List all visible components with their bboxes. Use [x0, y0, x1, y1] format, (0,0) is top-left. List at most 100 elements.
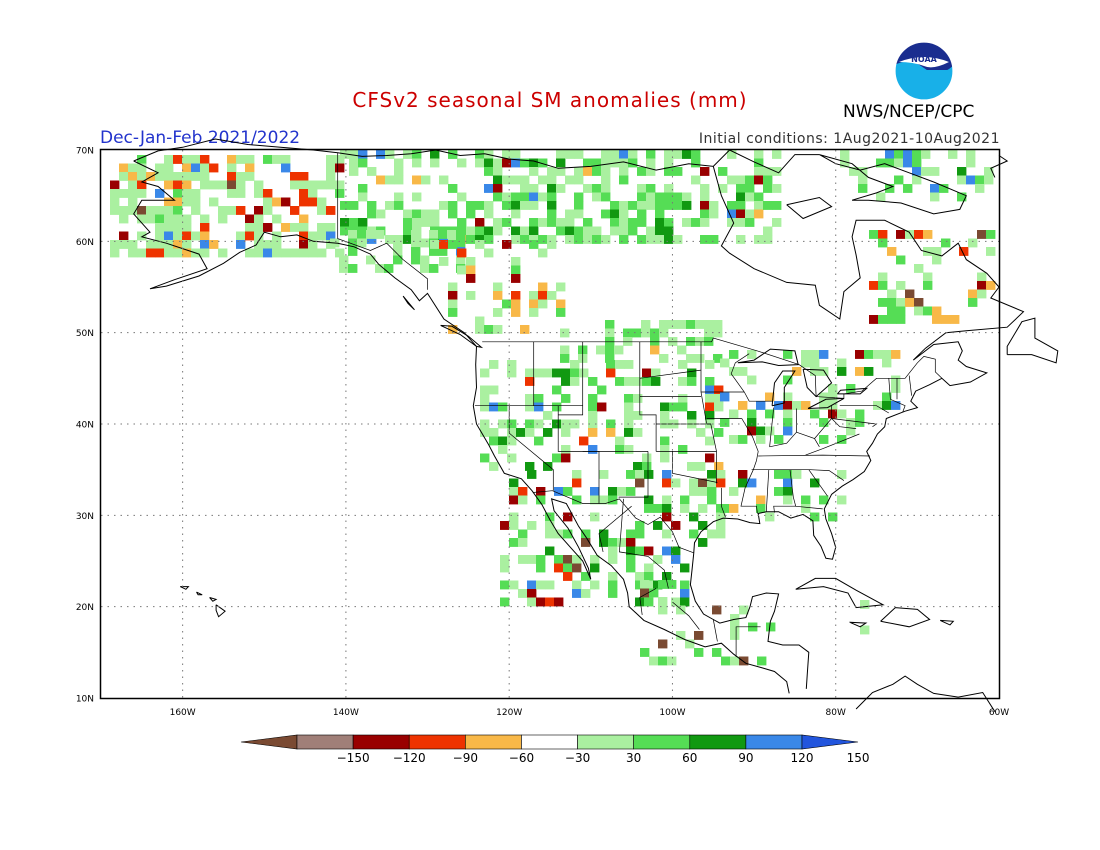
anomaly-cell — [624, 411, 634, 420]
anomaly-cell — [448, 201, 458, 210]
anomaly-cell — [308, 180, 318, 190]
anomaly-cell — [254, 189, 264, 198]
anomaly-cell — [619, 235, 629, 244]
anomaly-cell — [182, 197, 192, 207]
anomaly-cell — [511, 201, 521, 210]
anomaly-cell — [299, 223, 309, 232]
anomaly-cell — [572, 555, 582, 564]
anomaly-cell — [704, 328, 714, 338]
anomaly-cell — [480, 368, 490, 378]
anomaly-cell — [588, 402, 598, 412]
anomaly-cell — [610, 201, 620, 210]
anomaly-cell — [182, 231, 192, 241]
anomaly-cell — [563, 512, 573, 522]
anomaly-cell — [146, 206, 156, 215]
anomaly-cell — [502, 158, 512, 168]
anomaly-cell — [583, 218, 593, 227]
anomaly-cell — [511, 175, 521, 185]
anomaly-cell — [873, 350, 883, 359]
anomaly-cell — [713, 320, 723, 329]
anomaly-cell — [326, 223, 336, 232]
anomaly-cell — [272, 155, 282, 164]
anomaly-cell — [686, 354, 696, 363]
anomaly-cell — [891, 401, 901, 410]
anomaly-cell — [828, 384, 838, 393]
anomaly-cell — [164, 214, 174, 224]
latitude-label: 30N — [76, 512, 94, 522]
anomaly-cell — [565, 235, 575, 244]
anomaly-cell — [457, 218, 467, 227]
anomaly-cell — [403, 226, 413, 236]
anomaly-cell — [581, 538, 591, 547]
anomaly-cell — [326, 172, 336, 181]
anomaly-cell — [921, 150, 931, 159]
anomaly-cell — [493, 192, 503, 202]
anomaly-cell — [601, 150, 611, 159]
anomaly-cell — [563, 572, 573, 581]
anomaly-cell — [448, 299, 458, 309]
anomaly-cell — [348, 238, 358, 248]
anomaly-cell — [538, 282, 548, 292]
anomaly-cell — [317, 197, 327, 207]
legend-swatch — [633, 734, 691, 750]
anomaly-cell — [664, 158, 674, 168]
anomaly-cell — [975, 184, 985, 193]
anomaly-cell — [529, 201, 539, 210]
anomaly-cell — [498, 445, 508, 454]
anomaly-cell — [855, 350, 865, 359]
anomaly-cell — [590, 487, 600, 496]
anomaly-cell — [448, 240, 458, 249]
anomaly-cell — [644, 470, 654, 479]
anomaly-cell — [642, 453, 652, 463]
anomaly-cell — [986, 230, 996, 239]
anomaly-cell — [624, 428, 634, 437]
anomaly-cell — [308, 231, 318, 241]
anomaly-cell — [128, 248, 138, 258]
anomaly-cell — [705, 411, 715, 420]
anomaly-cell — [592, 235, 602, 244]
anomaly-cell — [466, 201, 476, 210]
anomaly-cell — [191, 163, 201, 173]
anomaly-cell — [308, 189, 318, 198]
latitude-labels: 70N 60N 50N 40N 30N 20N 10N — [76, 147, 94, 705]
anomaly-cell — [191, 172, 201, 181]
anomaly-cell — [792, 470, 802, 479]
anomaly-cell — [493, 282, 503, 292]
anomaly-cell — [290, 172, 300, 181]
anomaly-cell — [579, 436, 589, 446]
anomaly-cell — [340, 218, 350, 227]
anomaly-cell — [840, 158, 850, 168]
anomaly-cell — [588, 419, 598, 429]
anomaly-cell — [570, 368, 580, 378]
anomaly-cell — [574, 167, 584, 176]
anomaly-cell — [128, 189, 138, 198]
anomaly-cell — [525, 377, 535, 386]
anomaly-cell — [939, 184, 949, 193]
anomaly-cell — [245, 163, 255, 173]
anomaly-cell — [774, 487, 784, 496]
anomaly-cell — [810, 350, 820, 359]
anomaly-cell — [635, 521, 645, 530]
anomaly-cell — [709, 209, 719, 219]
anomaly-cell — [626, 546, 636, 556]
anomaly-cell — [837, 435, 847, 444]
anomaly-cell — [525, 368, 535, 378]
anomaly-cell — [164, 163, 174, 173]
anomaly-cell — [923, 281, 933, 290]
anomaly-cell — [182, 163, 192, 173]
anomaly-cell — [658, 656, 668, 666]
anomaly-cell — [155, 240, 165, 249]
anomaly-cell — [700, 235, 710, 244]
legend-swatch — [465, 734, 522, 750]
anomaly-cell — [957, 192, 967, 202]
map-frame — [99, 148, 1001, 700]
anomaly-cell — [574, 150, 584, 159]
anomaly-cell — [792, 367, 802, 376]
anomaly-cell — [547, 192, 557, 202]
anomaly-cell — [484, 235, 494, 244]
anomaly-cell — [655, 192, 665, 202]
anomaly-cell — [689, 487, 699, 496]
anomaly-cell — [367, 201, 377, 210]
anomaly-cell — [376, 175, 386, 185]
